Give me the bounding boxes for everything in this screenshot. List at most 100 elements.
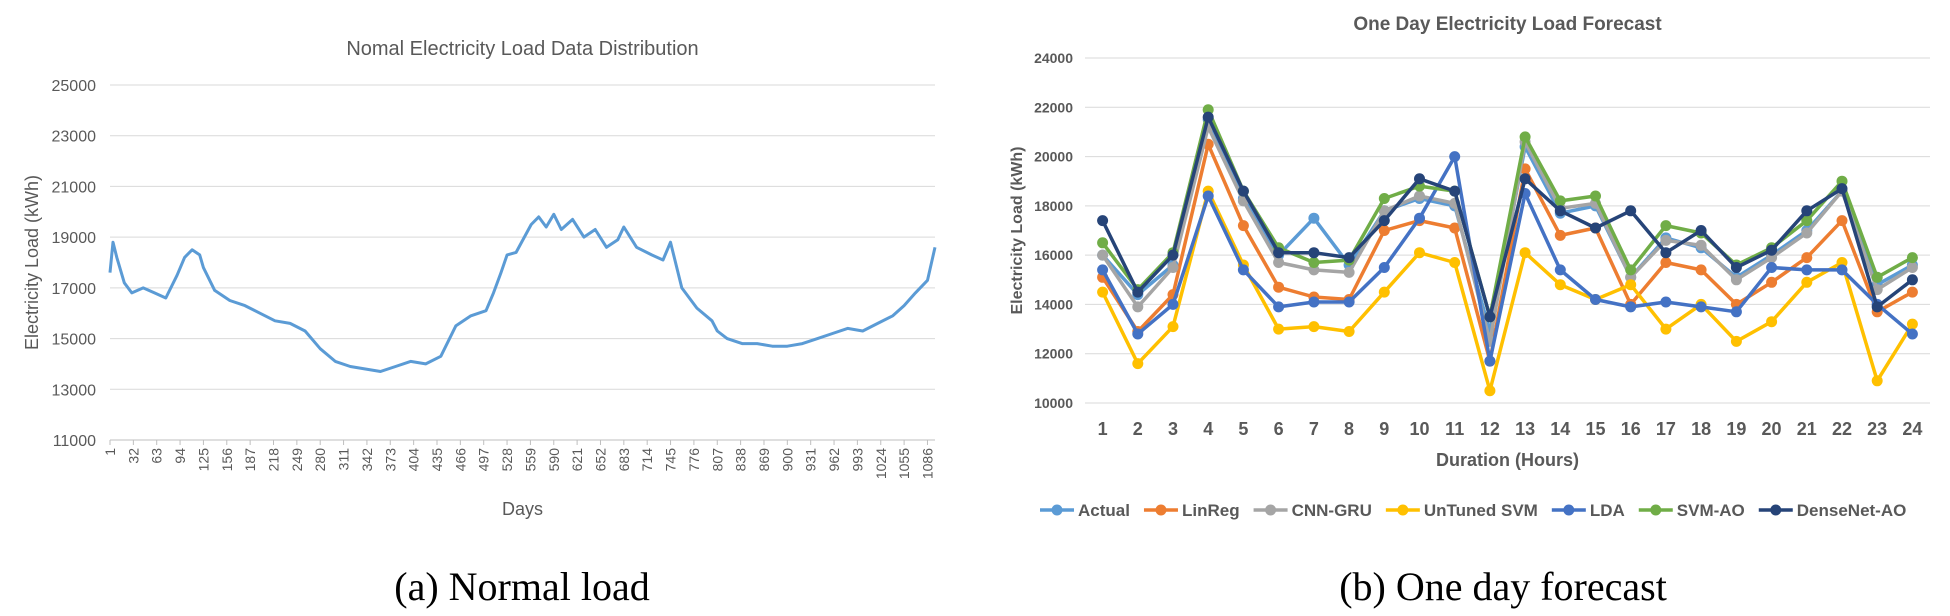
point-lda (1167, 298, 1179, 310)
point-lda (1273, 301, 1285, 313)
legend-swatch-marker (1650, 504, 1662, 516)
x-tick-label: 683 (616, 448, 632, 472)
point-cnn-gru (1343, 266, 1355, 278)
legend-swatch-marker (1563, 504, 1575, 516)
x-tick-label: 156 (219, 448, 235, 472)
point-untuned-svm (1449, 257, 1461, 268)
point-lda (1730, 306, 1742, 318)
x-tick-label: 497 (476, 448, 492, 472)
point-lda (1097, 264, 1109, 276)
x-tick-label: 900 (779, 448, 795, 472)
point-actual (1308, 212, 1320, 224)
point-densenet-ao (1836, 183, 1848, 195)
caption-b: (b) One day forecast (1339, 564, 1667, 609)
point-linreg (1766, 276, 1778, 288)
legend-item-linreg: LinReg (1143, 501, 1240, 520)
point-untuned-svm (1906, 318, 1918, 330)
x-tick-label: 962 (826, 448, 842, 472)
point-untuned-svm (1801, 276, 1813, 288)
x-tick-label: 435 (429, 448, 445, 472)
point-lda (1343, 296, 1355, 308)
point-densenet-ao (1766, 244, 1778, 256)
point-cnn-gru (1801, 227, 1813, 239)
x-tick-label: 559 (522, 448, 538, 472)
point-linreg (1906, 286, 1918, 298)
point-densenet-ao (1906, 274, 1918, 286)
point-densenet-ao (1484, 311, 1496, 323)
x-tick-label: 652 (592, 448, 608, 472)
legend-swatch-marker (1155, 504, 1167, 516)
x-tick-label: 1086 (919, 448, 935, 479)
x-tick-label: 63 (149, 448, 165, 464)
x-axis-title: Duration (Hours) (1436, 450, 1579, 470)
point-cnn-gru (1132, 301, 1144, 313)
point-lda (1308, 296, 1320, 308)
point-svm-ao (1871, 271, 1883, 283)
legend-item-svm-ao: SVM-AO (1638, 501, 1745, 520)
x-tick-label: 993 (849, 448, 865, 472)
y-tick-label: 15000 (52, 332, 97, 349)
chart-one-day-forecast: One Day Electricity Load Forecast1000012… (1009, 14, 1930, 520)
point-untuned-svm (1484, 385, 1496, 397)
point-densenet-ao (1202, 111, 1214, 123)
legend-swatch-marker (1397, 504, 1409, 516)
point-untuned-svm (1308, 321, 1320, 333)
point-densenet-ao (1625, 205, 1637, 217)
point-linreg (1273, 281, 1285, 293)
series-line-untuned-svm (1101, 189, 1914, 393)
point-densenet-ao (1590, 222, 1601, 234)
point-lda (1906, 328, 1918, 340)
point-cnn-gru (1695, 239, 1707, 251)
point-lda (1202, 190, 1214, 202)
point-linreg (1836, 215, 1848, 227)
y-tick-label: 17000 (52, 281, 97, 298)
point-densenet-ao (1554, 205, 1566, 217)
series-line-load (108, 212, 937, 373)
x-tick-label: 590 (546, 448, 562, 472)
x-tick-label: 18 (1691, 419, 1711, 439)
x-tick-label: 9 (1379, 419, 1389, 439)
point-svm-ao (1660, 220, 1672, 232)
point-densenet-ao (1378, 215, 1390, 227)
x-tick-label: 1024 (873, 448, 889, 479)
point-untuned-svm (1625, 279, 1637, 291)
x-tick-label: 869 (756, 448, 772, 472)
x-tick-label: 6 (1274, 419, 1284, 439)
point-densenet-ao (1519, 173, 1531, 185)
point-lda (1766, 262, 1778, 273)
x-tick-label: 7 (1309, 419, 1319, 439)
x-tick-label: 280 (312, 448, 328, 472)
x-tick-label: 12 (1480, 419, 1500, 439)
y-tick-label: 23000 (52, 129, 97, 146)
point-cnn-gru (1378, 205, 1390, 217)
point-lda (1590, 294, 1601, 305)
y-axis-title: Electricity Load (kWh) (22, 175, 42, 350)
point-lda (1378, 262, 1390, 273)
point-untuned-svm (1343, 326, 1355, 337)
point-densenet-ao (1801, 205, 1813, 217)
point-lda (1836, 264, 1848, 276)
point-untuned-svm (1378, 286, 1390, 298)
x-tick-label: 404 (406, 448, 422, 472)
point-cnn-gru (1906, 262, 1918, 273)
point-cnn-gru (1730, 274, 1742, 286)
point-densenet-ao (1449, 185, 1461, 197)
x-tick-label: 1055 (896, 448, 912, 479)
y-tick-label: 12000 (1034, 346, 1073, 362)
legend-item-cnn-gru: CNN-GRU (1253, 501, 1372, 520)
point-linreg (1237, 220, 1249, 232)
x-tick-label: 838 (733, 448, 749, 472)
point-lda (1132, 328, 1144, 340)
legend-label: DenseNet-AO (1797, 501, 1907, 520)
series-line-densenet-ao (1101, 115, 1914, 319)
point-untuned-svm (1097, 286, 1109, 298)
x-tick-label: 3 (1168, 419, 1178, 439)
point-svm-ao (1590, 190, 1601, 202)
caption-a: (a) Normal load (394, 564, 649, 609)
point-densenet-ao (1097, 215, 1109, 227)
point-densenet-ao (1343, 252, 1355, 264)
x-tick-label: 21 (1797, 419, 1817, 439)
legend-item-actual: Actual (1040, 501, 1130, 520)
x-tick-label: 20 (1762, 419, 1782, 439)
point-linreg (1801, 252, 1813, 264)
